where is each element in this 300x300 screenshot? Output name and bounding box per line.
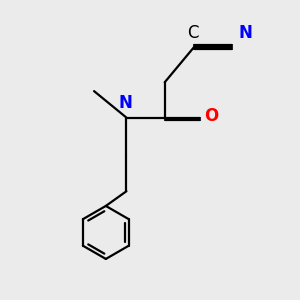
Text: C: C [187,24,198,42]
Text: O: O [205,107,219,125]
Text: N: N [239,24,253,42]
Text: N: N [118,94,132,112]
